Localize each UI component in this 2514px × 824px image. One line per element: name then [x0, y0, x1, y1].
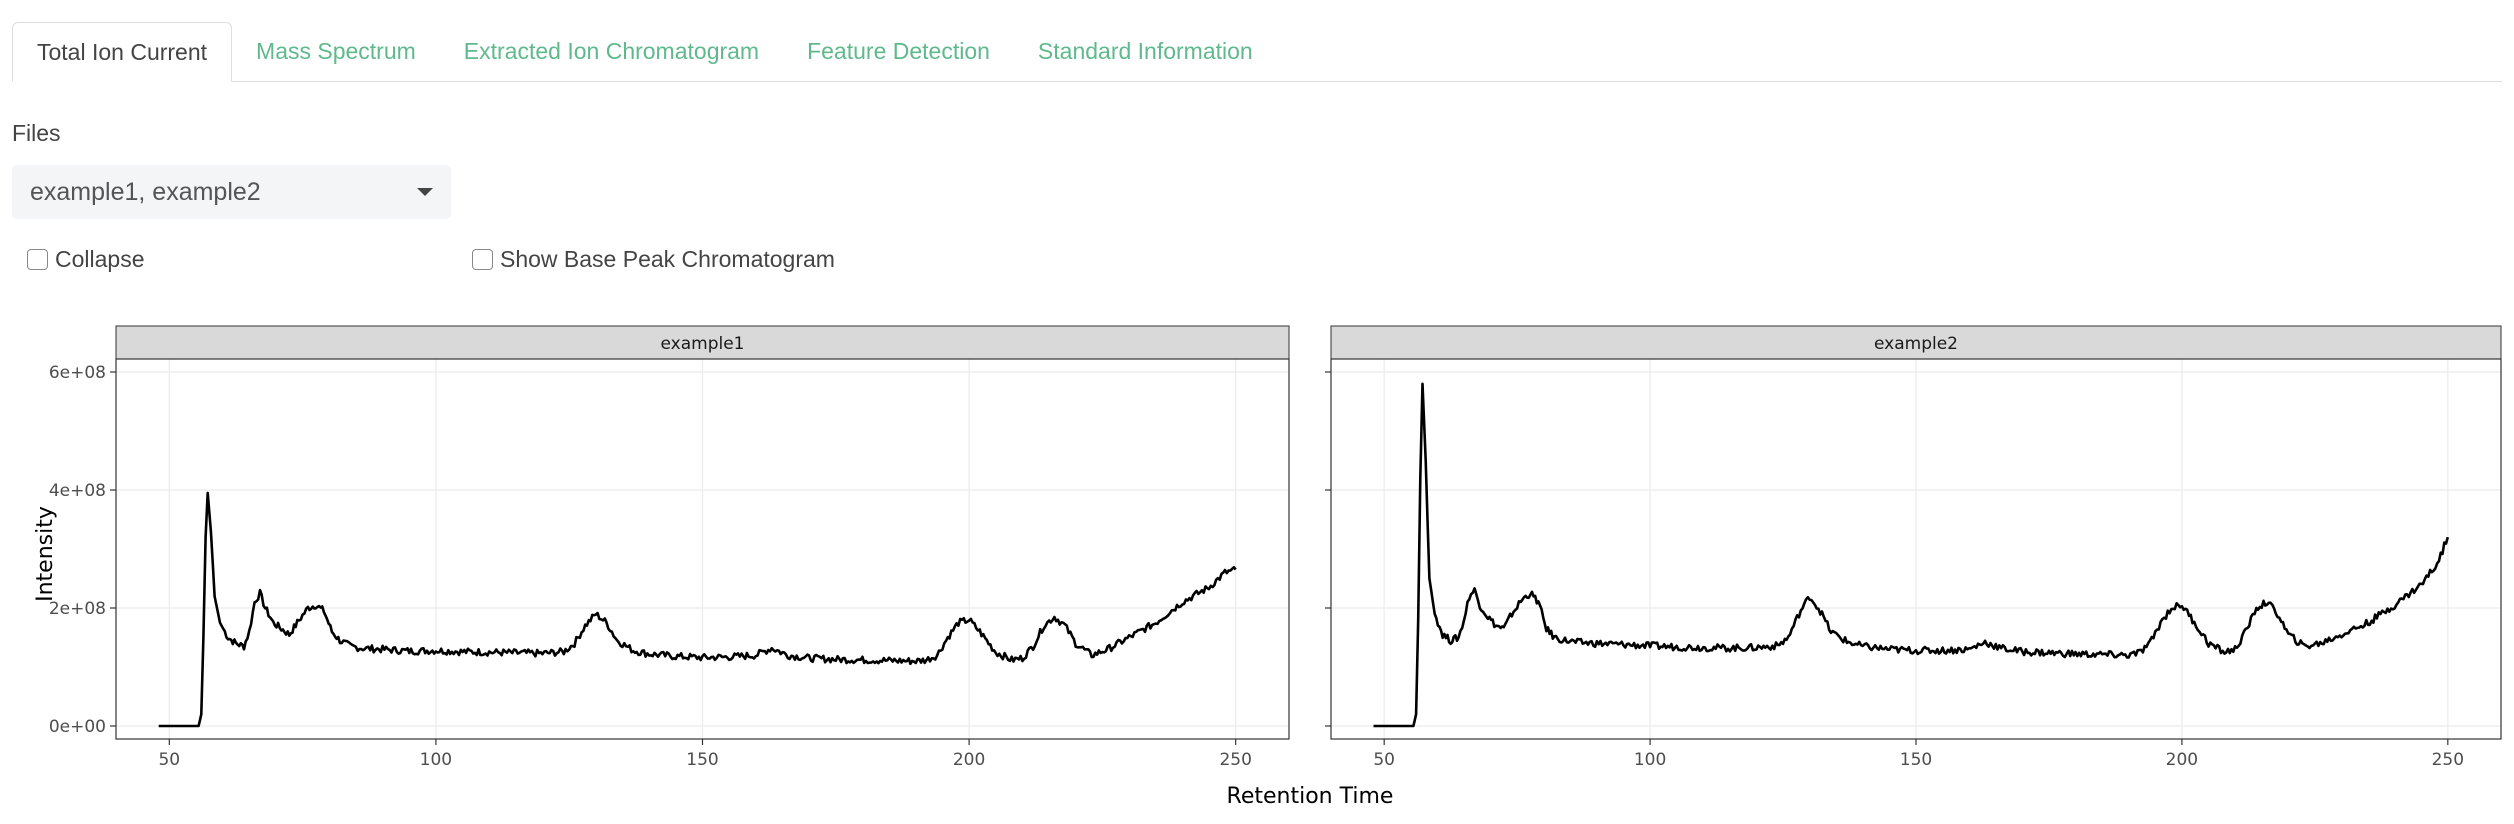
tab-mass-spectrum[interactable]: Mass Spectrum: [256, 38, 416, 64]
tab-total-ion-current[interactable]: Total Ion Current: [12, 22, 233, 82]
x-tick-label: 200: [953, 750, 985, 770]
tic-line-example2: [1373, 382, 2450, 728]
tic-line-example1: [158, 491, 1237, 728]
show-bpc-option[interactable]: Show Base Peak Chromatogram: [472, 246, 835, 273]
x-tick-label: 150: [686, 750, 718, 770]
facet-panel-example1: example1 50 100 150 200 250 0e+00 2e+08 4e+08 6e+…: [49, 325, 1290, 770]
x-tick-label: 200: [2166, 750, 2198, 770]
facet-strip-label: example2: [1874, 334, 1958, 354]
tab-feature-detection[interactable]: Feature Detection: [807, 38, 990, 64]
tab-standard-information[interactable]: Standard Information: [1037, 38, 1253, 64]
collapse-checkbox[interactable]: [27, 249, 48, 270]
tab-extracted-ion-chromatogram[interactable]: Extracted Ion Chromatogram: [463, 38, 760, 64]
collapse-label: Collapse: [55, 246, 145, 272]
y-tick-label: 2e+08: [49, 599, 106, 619]
y-tick-label: 6e+08: [49, 363, 106, 383]
x-tick-label: 250: [2432, 750, 2464, 770]
collapse-option[interactable]: Collapse: [27, 246, 145, 273]
x-tick-label: 150: [1900, 750, 1932, 770]
show-bpc-checkbox[interactable]: [472, 249, 493, 270]
chevron-down-icon: [417, 188, 433, 196]
x-tick-label: 100: [420, 750, 452, 770]
y-axis-title: Intensity: [33, 506, 58, 602]
x-tick-label: 100: [1634, 750, 1666, 770]
facet-strip: [115, 325, 1290, 360]
tab-bar: Total Ion Current Mass Spectrum Extracte…: [12, 22, 2502, 82]
files-label: Files: [12, 120, 61, 146]
tic-chart: example1 50 100 150 200 250 0e+00 2e+08 4e+08 6e+…: [33, 325, 2502, 809]
y-tick-label: 0e+00: [49, 717, 106, 737]
files-select[interactable]: example1, example2: [12, 165, 451, 219]
facet-panel-example2: example2 50 100 150 200 250: [1325, 325, 2502, 770]
y-tick-label: 4e+08: [49, 481, 106, 501]
x-tick-label: 250: [1219, 750, 1251, 770]
x-tick-label: 50: [158, 750, 180, 770]
x-axis-title: Retention Time: [1227, 784, 1394, 809]
x-tick-label: 50: [1373, 750, 1395, 770]
facet-strip-label: example1: [661, 334, 745, 354]
show-bpc-label: Show Base Peak Chromatogram: [500, 246, 835, 272]
files-select-value: example1, example2: [30, 178, 261, 206]
